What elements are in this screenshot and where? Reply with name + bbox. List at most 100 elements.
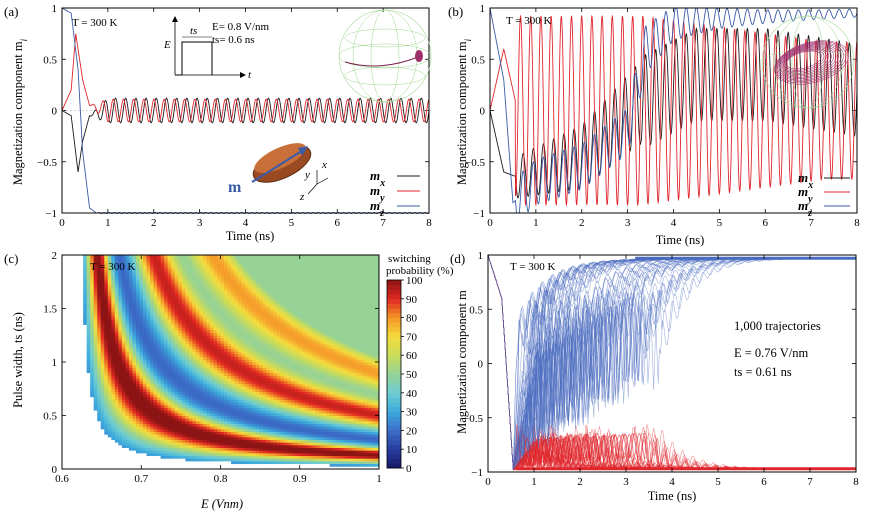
heatmap-cell: [135, 353, 140, 358]
heatmap-cell: [269, 378, 274, 382]
heatmap-cell: [224, 434, 228, 438]
heatmap-cell: [301, 300, 306, 304]
heatmap-cell: [164, 279, 169, 283]
heatmap-cell: [146, 265, 151, 269]
heatmap-cell: [118, 287, 123, 291]
heatmap-cell: [231, 295, 235, 299]
heatmap-cell: [255, 380, 260, 384]
heatmap-cell: [111, 255, 116, 259]
heatmap-cell: [213, 388, 218, 392]
heatmap-cell: [157, 402, 162, 406]
heatmap-cell: [164, 255, 169, 259]
heatmap-cell: [294, 447, 299, 451]
heatmap-cell: [213, 450, 218, 454]
heatmap-cell: [294, 367, 299, 371]
heatmap-cell: [185, 383, 190, 387]
heatmap-cell: [143, 415, 147, 419]
heatmap-cell: [139, 257, 144, 261]
heatmap-cell: [262, 332, 267, 336]
heatmap-cell: [97, 279, 102, 283]
heatmap-cell: [174, 359, 179, 363]
heatmap-cell: [305, 452, 309, 457]
heatmap-cell: [135, 362, 140, 366]
heatmap-cell: [280, 348, 285, 352]
heatmap-cell: [195, 420, 200, 424]
heatmap-cell: [276, 271, 281, 275]
heatmap-cell: [262, 426, 267, 430]
heatmap-cell: [241, 458, 246, 462]
heatmap-cell: [97, 353, 102, 358]
heatmap-cell: [224, 287, 228, 291]
heatmap-cell: [139, 444, 144, 449]
heatmap-cell: [97, 268, 102, 272]
panel-c-xlabel: E (Vnm): [200, 497, 243, 511]
heatmap-cell: [146, 404, 151, 408]
heatmap-cell: [262, 268, 267, 272]
heatmap-cell: [252, 316, 257, 320]
heatmap-cell: [276, 404, 281, 408]
heatmap-cell: [297, 281, 302, 285]
heatmap-cell: [128, 428, 133, 432]
heatmap-cell: [297, 292, 302, 296]
heatmap-cell: [107, 329, 112, 333]
heatmap-cell: [93, 289, 98, 293]
heatmap-cell: [206, 447, 211, 451]
heatmap-cell: [297, 370, 302, 374]
heatmap-cell: [305, 289, 309, 293]
heatmap-cell: [276, 332, 281, 336]
heatmap-cell: [280, 289, 285, 293]
heatmap-cell: [146, 281, 151, 285]
heatmap-cell: [231, 367, 235, 371]
heatmap-cell: [283, 420, 288, 424]
heatmap-cell: [269, 415, 274, 419]
legend-label-mz: mz: [798, 198, 812, 219]
heatmap-cell: [164, 380, 169, 384]
heatmap-cell: [273, 311, 278, 315]
heatmap-cell: [266, 394, 271, 398]
heatmap-cell: [269, 458, 274, 462]
heatmap-cell: [245, 337, 250, 341]
heatmap-cell: [125, 284, 130, 288]
heatmap-cell: [234, 420, 239, 424]
heatmap-cell: [301, 255, 306, 259]
heatmap-cell: [202, 300, 207, 304]
heatmap-cell: [294, 378, 299, 382]
heatmap-cell: [185, 260, 190, 264]
heatmap-cell: [283, 444, 288, 449]
heatmap-cell: [118, 297, 123, 301]
heatmap-cell: [97, 327, 102, 331]
heatmap-cell: [146, 303, 151, 307]
heatmap-cell: [199, 359, 204, 363]
heatmap-cell: [104, 362, 109, 366]
heatmap-cell: [86, 311, 91, 315]
heatmap-cell: [241, 412, 246, 416]
heatmap-cell: [308, 434, 313, 438]
heatmap-cell: [259, 268, 264, 272]
heatmap-cell: [118, 284, 123, 288]
heatmap-cell: [248, 353, 253, 358]
heatmap-cell: [160, 447, 165, 451]
heatmap-cell: [206, 321, 211, 325]
heatmap-cell: [234, 276, 239, 280]
heatmap-cell: [255, 439, 260, 443]
heatmap-cell: [266, 281, 271, 285]
heatmap-cell: [252, 436, 257, 440]
heatmap-cell: [290, 426, 295, 430]
heatmap-cell: [114, 284, 119, 288]
heatmap-cell: [188, 396, 193, 400]
heatmap-cell: [135, 300, 140, 304]
heatmap-cell: [231, 372, 235, 376]
heatmap-cell: [160, 420, 165, 424]
heatmap-cell: [146, 305, 151, 309]
heatmap-cell: [135, 260, 140, 264]
heatmap-cell: [220, 351, 225, 355]
heatmap-cell: [146, 447, 151, 451]
heatmap-cell: [269, 439, 274, 443]
heatmap-cell: [294, 420, 299, 424]
heatmap-cell: [139, 423, 144, 427]
heatmap-cell: [143, 335, 147, 339]
heatmap-cell: [255, 418, 260, 422]
heatmap-cell: [227, 327, 232, 331]
heatmap-cell: [153, 426, 158, 430]
heatmap-cell: [213, 444, 218, 449]
